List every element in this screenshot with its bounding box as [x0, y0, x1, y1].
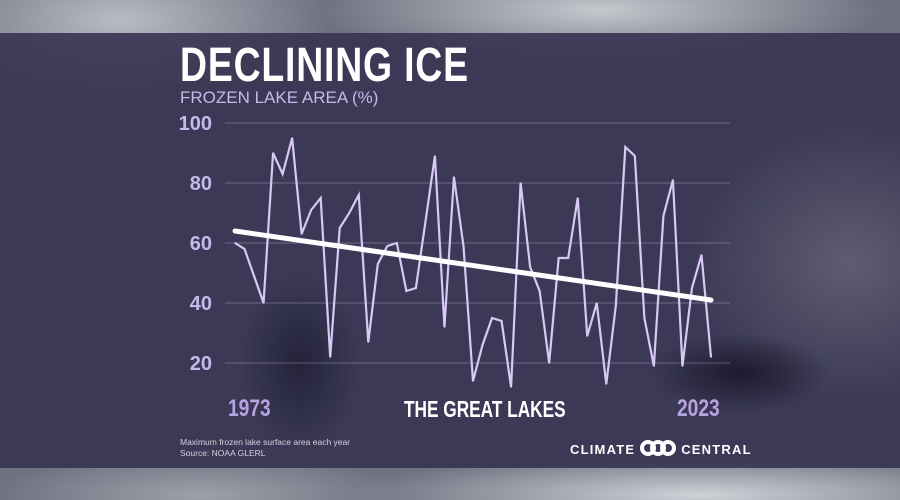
data-point-1985	[348, 212, 351, 214]
data-point-2003	[519, 182, 522, 184]
data-point-2017	[653, 365, 655, 367]
data-point-2014	[624, 146, 627, 148]
data-point-2009	[576, 197, 579, 199]
data-point-2019	[672, 179, 674, 181]
data-point-1976	[262, 302, 265, 304]
footnote: Maximum frozen lake surface area each ye…	[180, 437, 351, 447]
data-point-2015	[634, 155, 636, 157]
data-point-2016	[643, 317, 646, 319]
data-point-1980	[300, 233, 303, 235]
data-point-2018	[662, 215, 665, 217]
data-point-2002	[510, 386, 512, 388]
y-axis-label: FROZEN LAKE AREA (%)	[180, 88, 379, 107]
data-point-2001	[500, 320, 503, 322]
logo-text-right: CENTRAL	[681, 441, 752, 457]
data-point-2012	[605, 383, 608, 385]
data-point-2008	[567, 257, 569, 259]
data-point-1994	[434, 155, 436, 157]
source-note: Source: NOAA GLERL	[180, 448, 266, 458]
climate-central-logo: CLIMATE CENTRAL	[570, 440, 752, 458]
chart-title: DECLINING ICE	[180, 39, 469, 92]
data-point-1982	[319, 197, 322, 199]
data-point-1987	[367, 341, 370, 343]
data-point-1999	[481, 344, 484, 346]
data-point-1974	[243, 248, 246, 250]
trend-line	[232, 228, 714, 303]
region-label: THE GREAT LAKES	[404, 396, 566, 422]
data-point-1991	[405, 290, 408, 292]
data-point-1973	[234, 242, 236, 244]
data-point-1986	[357, 194, 360, 196]
x-tick-end: 2023	[677, 395, 720, 422]
y-tick-label: 20	[190, 353, 212, 375]
x-tick-start: 1973	[228, 395, 271, 422]
data-point-2021	[691, 287, 693, 289]
data-point-1996	[453, 176, 455, 178]
data-point-1975	[253, 275, 255, 277]
data-point-2023	[710, 356, 712, 358]
data-point-2004	[529, 266, 531, 268]
data-point-2005	[538, 290, 541, 292]
data-point-2006	[548, 362, 550, 364]
data-point-1989	[386, 245, 389, 247]
data-point-1979	[291, 137, 293, 139]
logo-text-left: CLIMATE	[570, 441, 636, 457]
y-tick-label: 40	[190, 293, 212, 315]
data-point-2013	[615, 305, 617, 307]
data-point-1978	[281, 173, 284, 175]
data-point-1988	[377, 263, 379, 265]
data-point-1981	[310, 209, 312, 211]
data-point-1977	[272, 152, 274, 154]
data-point-2010	[586, 335, 589, 337]
data-point-2022	[700, 254, 703, 256]
logo-rings-icon	[640, 440, 677, 458]
y-tick-label: 80	[190, 173, 212, 195]
data-point-2007	[557, 257, 560, 259]
data-point-2020	[681, 365, 684, 367]
data-point-1992	[415, 287, 417, 289]
data-point-1983	[329, 356, 332, 358]
data-point-2000	[491, 317, 493, 319]
data-point-2011	[595, 302, 598, 304]
data-point-1993	[424, 221, 427, 223]
data-point-1984	[338, 227, 341, 229]
y-tick-label: 100	[179, 113, 212, 135]
data-point-1995	[443, 326, 446, 328]
ice-area-series-line	[234, 137, 713, 388]
data-point-1990	[396, 242, 398, 244]
data-point-1998	[472, 380, 474, 382]
y-tick-label: 60	[190, 233, 212, 255]
data-point-1997	[462, 245, 465, 247]
